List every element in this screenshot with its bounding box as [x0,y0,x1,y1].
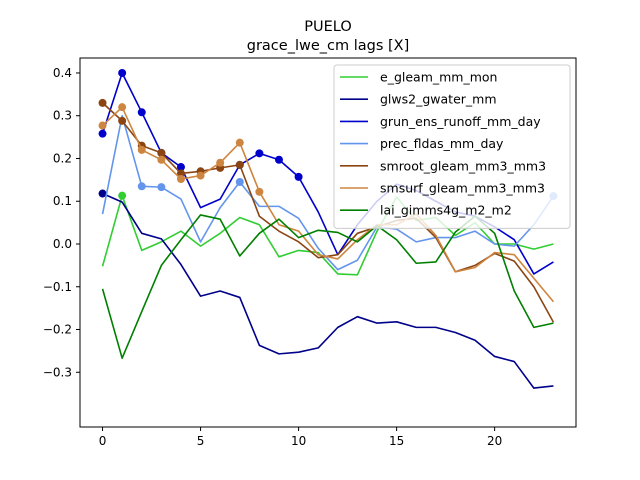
legend-entry: e_gleam_mm_mon [340,70,497,85]
x-tick-label: 0 [99,434,107,448]
legend-label: prec_fldas_mm_day [380,136,504,151]
axes: 0 5 10 15 20 −0.3 −0.2 −0.1 0.0 0.1 0.2 0.3 0.4 [43,57,577,448]
series-line [101,114,555,271]
data-point [98,98,107,107]
x-tick-label: 20 [487,434,502,448]
data-point [118,116,127,125]
y-tick-label: 0.2 [53,151,72,165]
legend-entry: smroot_gleam_mm3_mm3 [340,158,546,173]
data-point [255,149,264,158]
y-tick-label: −0.1 [43,280,72,294]
y-tick-label: 0.3 [53,109,72,123]
legend-label: glws2_gwater_mm [380,92,497,107]
legend-box [333,64,571,229]
legend-entry: prec_fldas_mm_day [340,136,504,151]
legend-entry: grun_ens_runoff_mm_day [340,114,541,129]
legend-label: smroot_gleam_mm3_mm3 [380,158,546,173]
y-tick-label: 0.4 [53,66,72,80]
chart-subtitle: grace_lwe_cm lags [X] [247,38,410,54]
data-point [216,158,225,167]
data-point [235,177,244,186]
series-smsurf_gleam_mm3_mm3 [98,103,555,303]
data-point [176,169,185,178]
legend-entry: lai_gimms4g_m2_m2 [340,203,512,218]
y-tick-label: 0.1 [53,194,72,208]
data-point [137,182,146,191]
series-line [102,192,554,389]
data-point [176,163,185,172]
x-tick-label: 5 [197,434,205,448]
series-glws2_gwater_mm [98,189,554,389]
data-point [98,121,107,130]
data-point [118,103,127,112]
data-point [137,145,146,154]
data-point [274,155,283,164]
y-tick-label: −0.3 [43,365,72,379]
x-tick-label: 15 [389,434,404,448]
x-tick-label: 10 [291,434,306,448]
data-point [255,187,264,196]
data-point [196,171,205,180]
legend: e_gleam_mm_mon glws2_gwater_mm grun_ens_ru… [333,64,571,229]
data-point [98,129,107,138]
chart-title: PUELO [304,19,352,35]
data-point [137,108,146,117]
y-tick-label: −0.2 [43,323,72,337]
legend-label: grun_ens_runoff_mm_day [380,114,541,129]
data-point [294,172,303,181]
data-point [235,138,244,147]
data-point [157,148,166,157]
data-point [157,155,166,164]
data-point [118,191,127,200]
legend-entry: smsurf_gleam_mm3_mm3 [340,181,545,196]
data-point [118,68,127,77]
legend-label: lai_gimms4g_m2_m2 [380,203,512,218]
legend-label: smsurf_gleam_mm3_mm3 [380,181,545,196]
y-tick-label: 0.0 [53,237,72,251]
data-point [235,160,244,169]
data-point [176,175,185,184]
legend-label: e_gleam_mm_mon [380,70,497,85]
legend-entry: glws2_gwater_mm [340,92,497,107]
data-point [98,189,107,198]
chart-title-group: PUELO grace_lwe_cm lags [X] [247,19,410,54]
series-line [102,106,555,303]
data-point [157,183,166,192]
plot-frame [79,57,577,428]
